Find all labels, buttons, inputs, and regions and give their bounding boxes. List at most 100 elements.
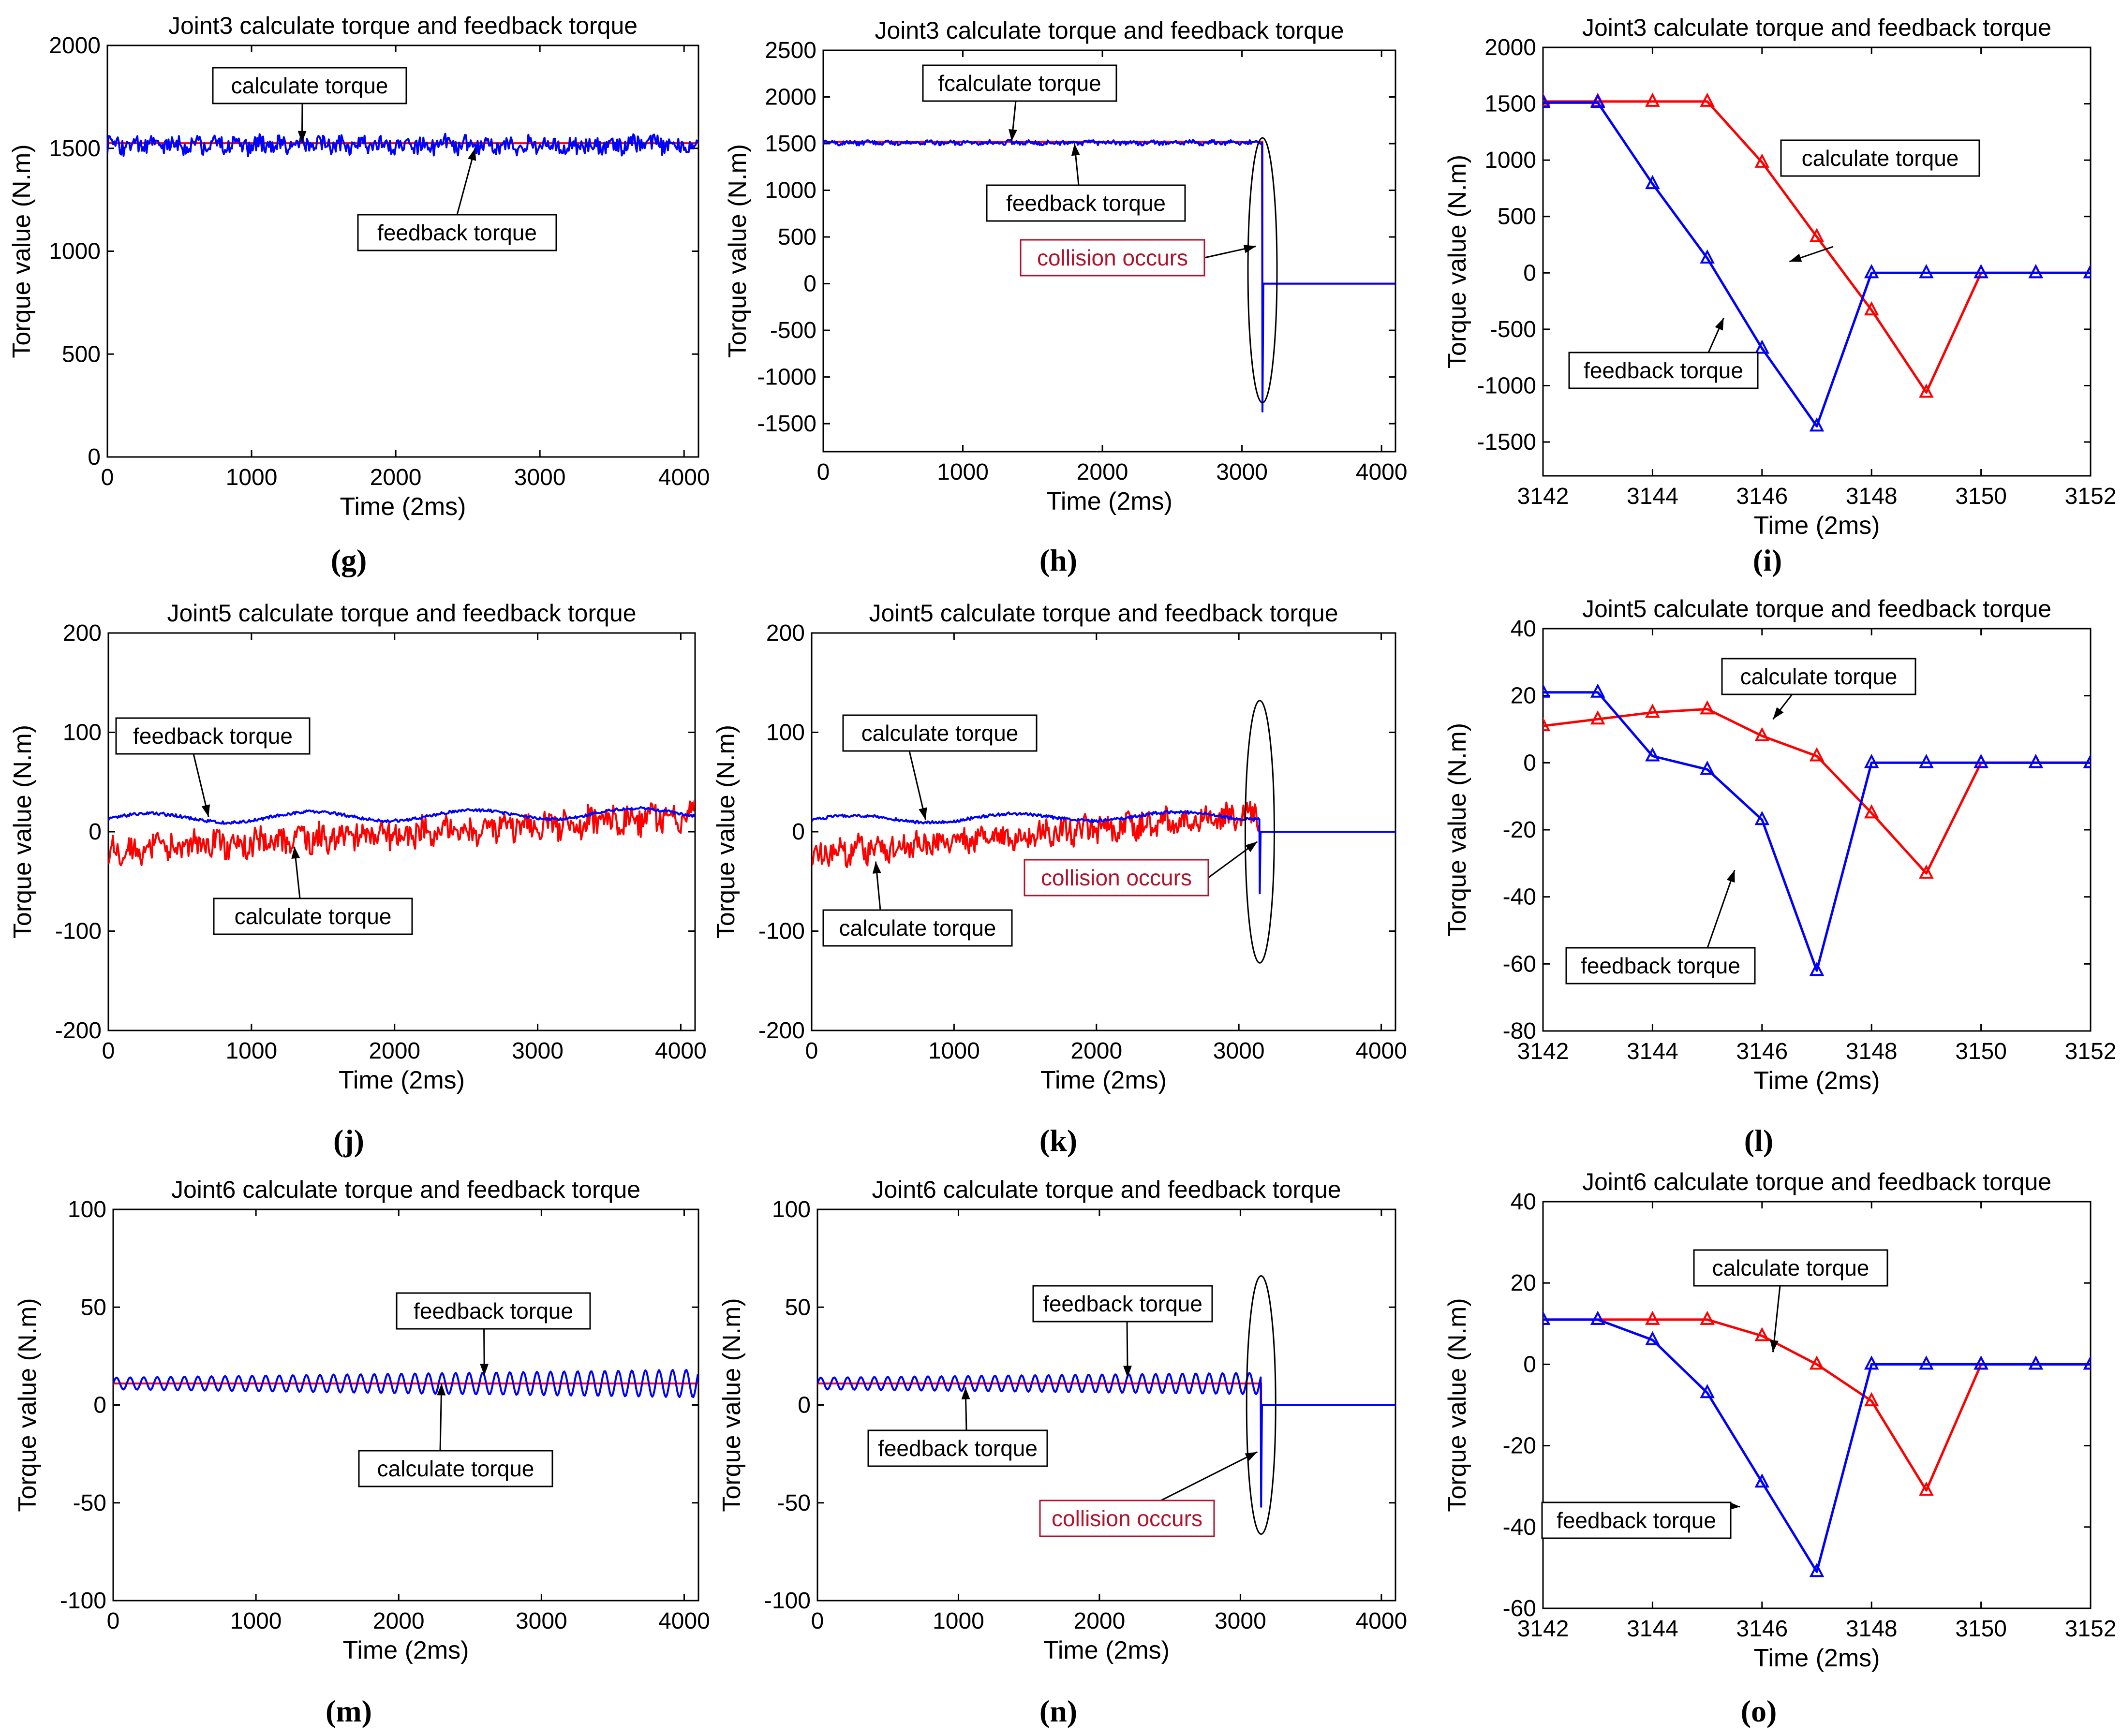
y-tick-label: -100	[764, 1588, 811, 1614]
feedback-torque-marker	[1700, 1383, 1715, 1398]
y-tick-label: 0	[803, 271, 816, 297]
annotation: feedback torque	[1568, 317, 1759, 389]
x-tick-label: 4000	[655, 1038, 707, 1064]
y-tick-label: -40	[1503, 1515, 1536, 1540]
calculate-torque-marker	[1700, 1310, 1715, 1325]
x-tick-label: 2000	[1074, 1608, 1126, 1634]
chart-title: Joint6 calculate torque and feedback tor…	[872, 1176, 1341, 1203]
y-tick-label: 0	[1523, 260, 1536, 286]
y-tick-label: -40	[1503, 884, 1536, 910]
calculate-torque-marker	[1645, 1310, 1660, 1325]
feedback-torque-marker	[2028, 1355, 2044, 1370]
feedback-torque-marker	[2028, 754, 2044, 768]
arrowhead	[201, 804, 210, 817]
annotation-box	[842, 714, 1038, 752]
annotation: calculate torque	[358, 1383, 553, 1487]
x-axis-label: Time (2ms)	[1040, 1066, 1167, 1094]
feedback-torque-marker	[1543, 683, 1551, 698]
panel-label: (l)	[1744, 1123, 1773, 1158]
collision-ellipse	[1246, 1275, 1276, 1535]
annotation-text: calculate torque	[1740, 664, 1898, 689]
feedback-torque-marker	[1754, 1473, 1770, 1488]
feedback-torque-line	[1543, 1318, 2091, 1573]
x-tick-label: 0	[101, 465, 114, 490]
x-tick-label: 3000	[1215, 1608, 1266, 1634]
annotation-text: calculate torque	[231, 73, 388, 98]
y-axis-label: Torque value (N.m)	[1443, 723, 1471, 937]
annotation-text: feedback torque	[878, 1436, 1038, 1461]
plot-frame	[107, 632, 696, 1031]
calculate-torque-line	[1543, 1318, 2091, 1492]
x-tick-label: 3000	[516, 1608, 567, 1634]
annotation: calculate torque	[212, 67, 407, 143]
annotation: collision occurs	[1024, 841, 1258, 897]
feedback-torque-line	[1543, 101, 2091, 427]
feedback-torque-line	[113, 1368, 698, 1398]
x-tick-label: 4000	[1356, 459, 1408, 485]
y-axis-label: Torque value (N.m)	[1443, 1298, 1471, 1512]
arrowhead	[961, 1387, 970, 1399]
annotation-arrow	[1707, 869, 1736, 948]
annotation: calculate torque	[1721, 658, 1916, 720]
calculate-torque-marker	[1754, 1327, 1770, 1341]
arrowhead	[1245, 841, 1258, 853]
arrowhead	[1773, 707, 1784, 720]
x-tick-label: 3000	[1216, 459, 1268, 485]
annotation-text: collision occurs	[1037, 245, 1188, 270]
annotation-text: calculate torque	[1802, 146, 1959, 171]
y-tick-label: 200	[63, 620, 102, 646]
y-tick-label: 2000	[765, 85, 816, 110]
y-tick-label: 100	[63, 720, 102, 746]
chart-panel-h: Joint3 calculate torque and feedback tor…	[724, 17, 1408, 577]
y-tick-label: 100	[766, 720, 805, 746]
feedback-torque-marker	[2083, 1355, 2091, 1370]
x-tick-label: 3142	[1517, 1616, 1569, 1642]
calculate-torque-marker	[1864, 301, 1879, 316]
feedback-torque-line	[817, 1372, 1395, 1508]
annotation-text: feedback torque	[377, 220, 537, 245]
y-axis-label: Torque value (N.m)	[712, 725, 740, 939]
x-tick-label: 3152	[2065, 1039, 2117, 1064]
annotation-box	[358, 1450, 553, 1487]
y-axis-label: Torque value (N.m)	[1443, 155, 1471, 368]
feedback-torque-line	[108, 806, 695, 825]
annotation-box	[867, 1429, 1048, 1467]
x-axis-label: Time (2ms)	[1754, 1644, 1880, 1672]
feedback-torque-marker	[1754, 810, 1770, 825]
calculate-torque-marker	[1754, 153, 1770, 168]
y-tick-label: 40	[1511, 1189, 1536, 1215]
panel-label: (i)	[1753, 543, 1782, 577]
arrowhead	[468, 148, 476, 161]
annotation-box	[357, 214, 557, 251]
feedback-torque-marker	[1974, 264, 1988, 279]
panel-label: (m)	[326, 1694, 372, 1728]
y-tick-label: 1500	[49, 136, 101, 162]
panel-label: (h)	[1039, 543, 1077, 577]
calculate-torque-marker	[1864, 804, 1879, 819]
x-tick-label: 1000	[933, 1608, 984, 1634]
y-tick-label: -20	[1503, 1433, 1536, 1459]
feedback-torque-marker	[1645, 175, 1660, 190]
calculate-torque-marker	[1919, 1481, 1934, 1496]
feedback-torque-marker	[1590, 1310, 1605, 1325]
y-tick-label: 100	[68, 1197, 106, 1222]
x-tick-label: 3146	[1736, 1616, 1788, 1642]
calculate-torque-marker	[1645, 704, 1660, 718]
y-tick-label: 500	[778, 224, 816, 250]
feedback-torque-marker	[1754, 339, 1770, 354]
annotation: feedback torque	[1032, 1285, 1213, 1378]
arrowhead	[1789, 253, 1802, 262]
annotation-box	[396, 1292, 591, 1330]
x-tick-label: 3152	[2065, 1616, 2117, 1642]
y-tick-label: 1000	[765, 178, 816, 204]
calculate-torque-marker	[1919, 864, 1934, 879]
annotation-text: collision occurs	[1041, 865, 1192, 890]
annotation: calculate torque	[822, 861, 1013, 947]
y-tick-label: 0	[93, 1393, 106, 1418]
x-tick-label: 2000	[369, 1038, 420, 1064]
chart-title: Joint5 calculate torque and feedback tor…	[167, 600, 636, 627]
y-tick-label: -100	[758, 919, 805, 944]
feedback-torque-line	[1543, 691, 2091, 972]
collision-ellipse	[1244, 700, 1275, 964]
